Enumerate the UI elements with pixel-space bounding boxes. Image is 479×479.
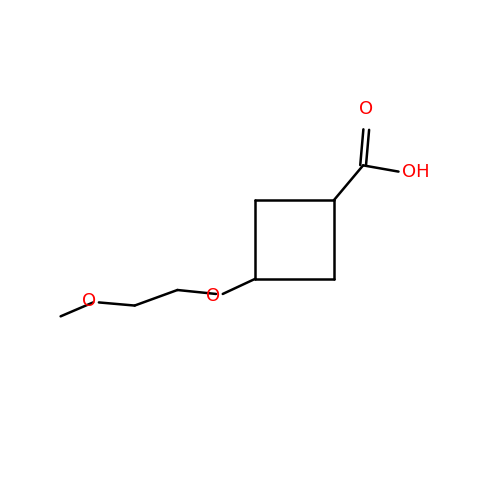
Text: O: O: [359, 100, 373, 118]
Text: O: O: [82, 292, 96, 310]
Text: OH: OH: [402, 162, 430, 181]
Text: O: O: [206, 287, 220, 305]
